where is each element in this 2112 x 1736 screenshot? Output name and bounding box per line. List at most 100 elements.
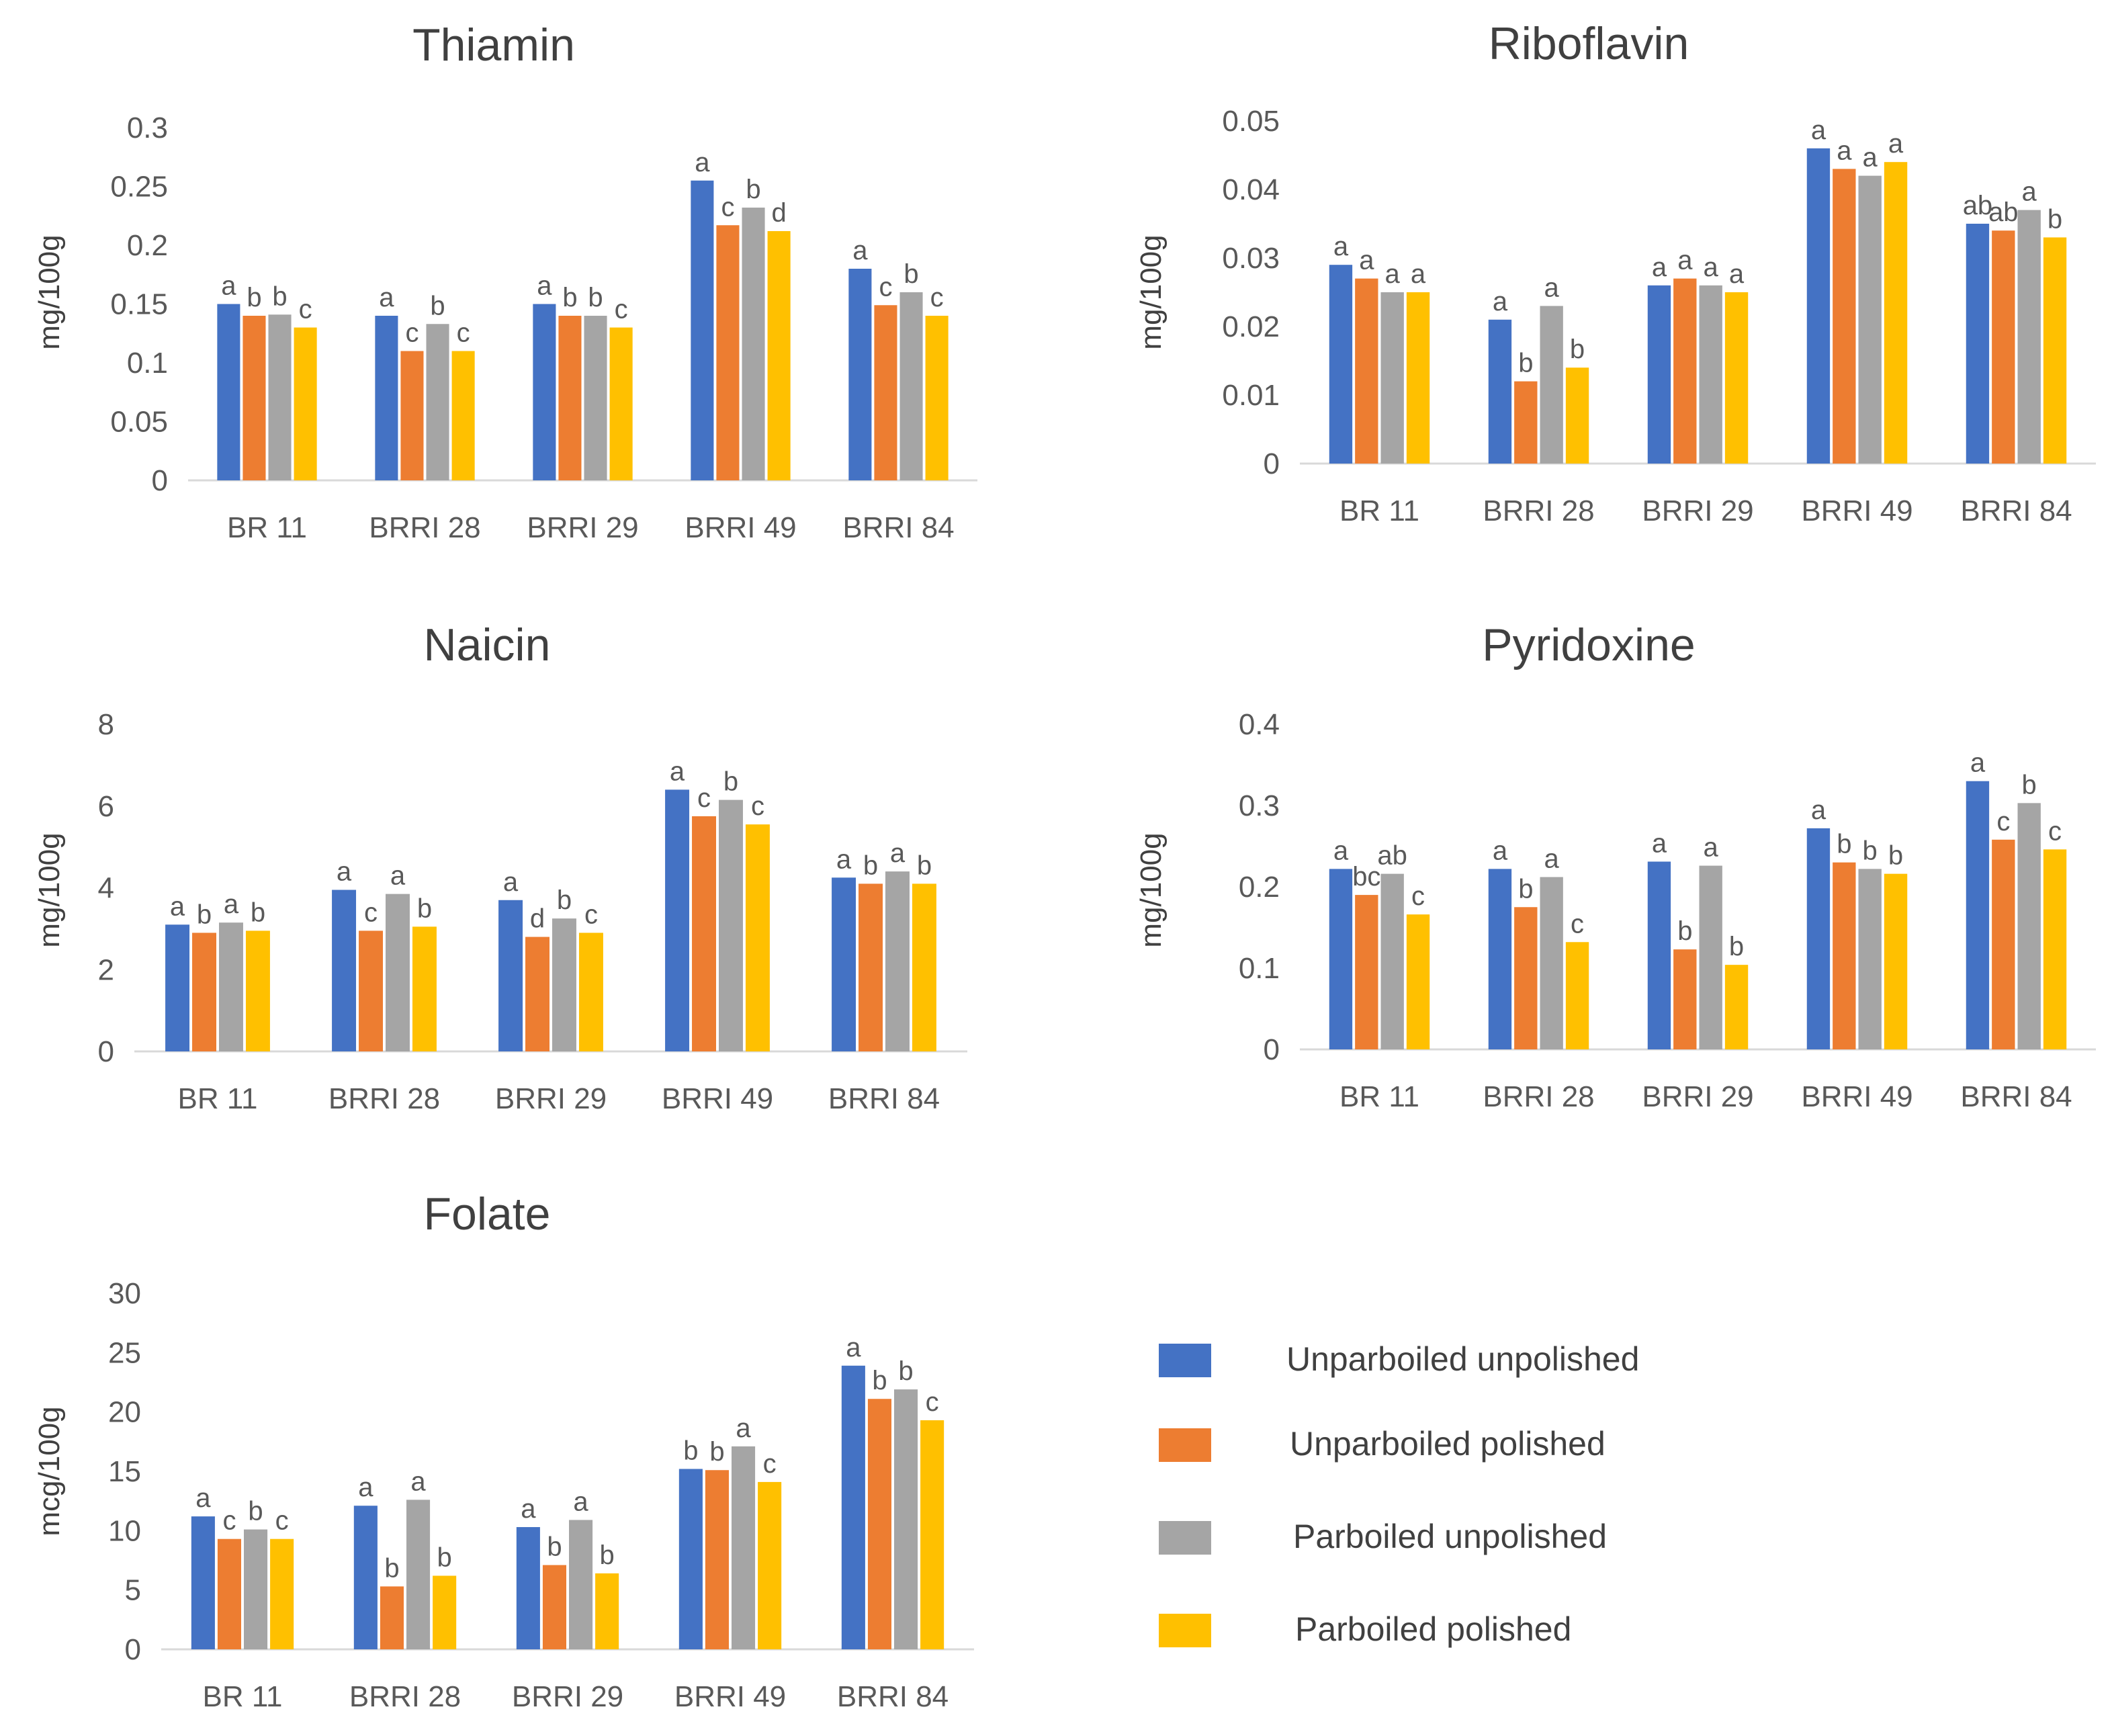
significance-label: a	[1544, 844, 1560, 873]
significance-label: b	[898, 1356, 913, 1386]
legend: Unparboiled unpolished Unparboiled polis…	[1159, 1340, 1639, 1648]
plot-area: 00.050.10.150.20.250.3a b b cBR 11acbcBRRI …	[110, 112, 977, 544]
significance-label: a	[224, 889, 239, 919]
bar	[406, 1500, 431, 1649]
bar	[294, 327, 317, 480]
y-tick-label: 0.4	[1239, 708, 1280, 741]
significance-label: c	[275, 1506, 289, 1536]
chart-title: Pyridoxine	[1482, 619, 1696, 670]
bar	[719, 799, 743, 1051]
x-tick-label: BRRI 28	[328, 1082, 440, 1115]
significance-label: b	[1518, 874, 1533, 904]
significance-label: b	[2022, 770, 2037, 799]
y-tick-label: 0.01	[1222, 379, 1280, 412]
chart-folate: Folate mcg/100g	[33, 1188, 551, 1536]
significance-label: c	[615, 295, 628, 324]
y-tick-label: 0.3	[127, 112, 168, 144]
significance-label: c	[1571, 909, 1584, 939]
significance-label: d	[771, 198, 786, 228]
bar	[498, 900, 523, 1051]
bar	[217, 304, 240, 480]
bar	[894, 1389, 918, 1649]
bar	[217, 1538, 241, 1649]
bar	[516, 1527, 540, 1649]
x-tick-label: BRRI 49	[1801, 494, 1912, 527]
significance-label: a	[521, 1494, 536, 1524]
bar	[1329, 265, 1353, 464]
significance-label: ab	[1377, 841, 1407, 871]
significance-label: c	[1411, 881, 1425, 911]
bar	[1673, 949, 1697, 1049]
significance-label: a	[1837, 136, 1852, 165]
bar	[1355, 278, 1378, 464]
x-tick-label: BR 11	[1339, 494, 1419, 527]
significance-label: bc	[1352, 862, 1380, 892]
x-tick-label: BRRI 29	[1642, 1080, 1753, 1113]
significance-label: c	[763, 1449, 777, 1479]
y-axis-label: mg/100g	[1135, 234, 1168, 349]
bar	[525, 937, 549, 1051]
significance-label: a	[337, 857, 352, 887]
bar	[1540, 306, 1563, 464]
significance-label: a	[410, 1467, 426, 1496]
legend-swatch	[1159, 1344, 1211, 1377]
bar	[1699, 865, 1722, 1049]
x-tick-label: BRRI 49	[674, 1680, 786, 1713]
legend-label: Unparboiled polished	[1290, 1425, 1605, 1463]
significance-label: ab	[1963, 191, 1993, 220]
y-tick-label: 0.1	[127, 347, 168, 380]
bar	[380, 1586, 404, 1649]
significance-label: a	[836, 844, 852, 874]
significance-label: b	[1863, 836, 1878, 865]
bar	[268, 314, 292, 480]
x-tick-label: BRRI 49	[1801, 1080, 1912, 1113]
bar	[1514, 381, 1538, 464]
bar	[2017, 210, 2041, 464]
chart-thiamin: Thiamin mg/100g	[33, 19, 575, 350]
y-tick-label: 10	[108, 1514, 141, 1547]
significance-label: c	[299, 295, 312, 324]
x-tick-label: BRRI 29	[512, 1680, 623, 1713]
bar	[1514, 907, 1538, 1049]
bar	[552, 918, 576, 1051]
x-tick-label: BRRI 84	[837, 1680, 949, 1713]
legend-label: Unparboiled unpolished	[1286, 1340, 1639, 1378]
bar	[1992, 839, 2015, 1049]
significance-label: a	[736, 1414, 751, 1443]
significance-label: c	[457, 318, 470, 348]
y-tick-label: 0.04	[1222, 173, 1280, 206]
bar	[2017, 803, 2041, 1049]
bar	[691, 180, 714, 480]
significance-label: a	[1652, 253, 1667, 282]
significance-label: b	[600, 1540, 615, 1570]
bar	[1833, 169, 1856, 464]
bar	[912, 883, 936, 1051]
y-tick-label: 2	[98, 953, 114, 986]
significance-label: c	[721, 192, 734, 222]
bar	[533, 304, 556, 480]
y-tick-label: 0	[1264, 1033, 1280, 1066]
x-tick-label: BRRI 29	[495, 1082, 607, 1115]
significance-label: b	[2048, 204, 2062, 234]
significance-label: c	[364, 898, 378, 927]
significance-label: b	[248, 1497, 263, 1526]
bar	[665, 789, 690, 1051]
bar	[578, 932, 603, 1051]
bar	[1540, 877, 1563, 1049]
bar	[584, 316, 607, 480]
x-tick-label: BRRI 49	[685, 511, 796, 544]
significance-label: c	[926, 1387, 939, 1417]
y-axis-label: mg/100g	[33, 832, 66, 947]
bar	[1858, 175, 1882, 464]
bar	[353, 1506, 378, 1649]
y-tick-label: 0.2	[1239, 871, 1280, 904]
significance-label: a	[1888, 129, 1904, 159]
y-tick-label: 0.05	[1222, 105, 1280, 138]
y-tick-label: 25	[108, 1336, 141, 1369]
bar	[332, 889, 357, 1051]
bar	[920, 1420, 944, 1649]
chart-title: Naicin	[424, 619, 551, 670]
x-tick-label: BR 11	[227, 511, 307, 544]
